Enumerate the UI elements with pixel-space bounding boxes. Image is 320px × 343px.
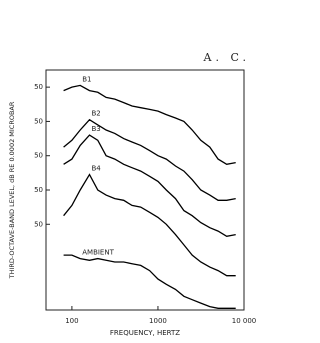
series-line [63, 134, 236, 237]
series-label: B1 [82, 75, 91, 83]
y-axis-label: THIRD-OCTAVE-BAND LEVEL, dB RE 0.0002 MI… [8, 101, 16, 279]
series-label: AMBIENT [82, 249, 114, 257]
series-line [63, 254, 236, 309]
y-tick-label: 50 [34, 117, 43, 125]
plot-frame [45, 69, 245, 311]
x-tick-label: 100 [65, 317, 78, 325]
series-line [63, 118, 236, 201]
series-label: B3 [91, 125, 100, 133]
page: A. C. FREQUENCY, HERTZ THIRD-OCTAVE-BAND… [8, 51, 257, 337]
x-tick-label: 10 000 [232, 317, 257, 325]
series-label: B2 [91, 110, 100, 118]
header: A. C. [203, 51, 250, 64]
x-tick-label: 1000 [149, 317, 167, 325]
x-axis-label: FREQUENCY, HERTZ [110, 329, 180, 337]
series-label: B4 [91, 165, 101, 173]
y-tick-label: 50 [34, 186, 43, 194]
y-tick-label: 50 [34, 220, 43, 228]
series-line [63, 173, 236, 277]
y-tick-label: 50 [34, 83, 43, 91]
y-tick-label: 50 [34, 152, 43, 160]
series-line [63, 84, 236, 165]
